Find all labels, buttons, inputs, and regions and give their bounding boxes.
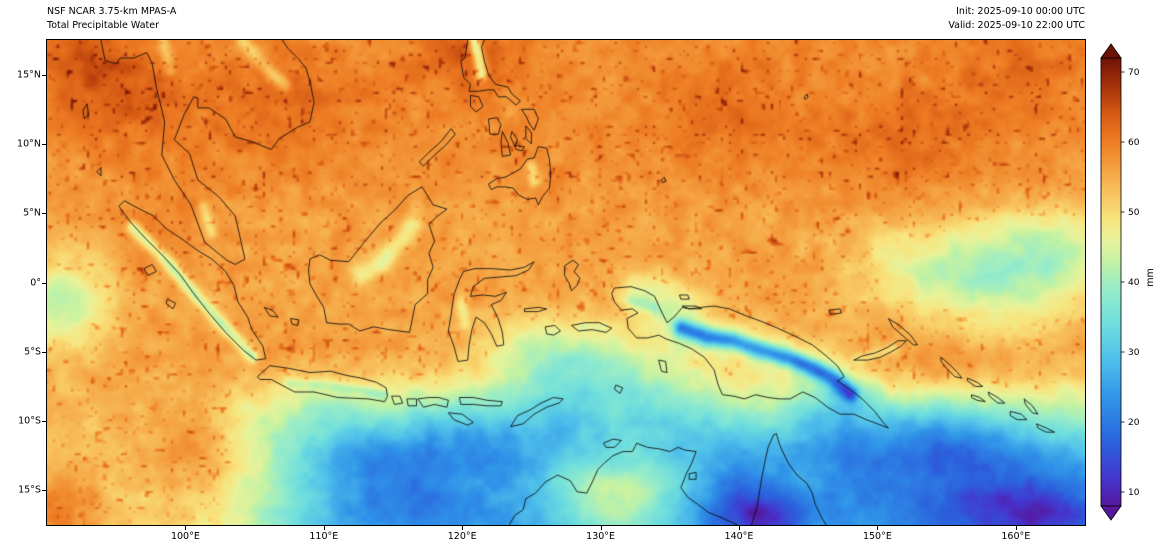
lon-tick-mark [739, 526, 740, 530]
lat-tick-mark [42, 421, 46, 423]
lat-tick-mark [42, 282, 46, 284]
colorbar-tick-label: 40 [1128, 278, 1140, 288]
map-canvas [47, 40, 1085, 525]
lon-tick-mark [185, 526, 187, 530]
model-title: NSF NCAR 3.75-km MPAS-A [47, 6, 177, 17]
lon-tick-label: 140°E [724, 531, 754, 542]
lat-tick-mark [42, 490, 46, 492]
lat-tick-mark [42, 74, 46, 76]
lat-tick-mark [42, 143, 46, 145]
lon-tick-mark [600, 526, 602, 530]
init-time: Init: 2025-09-10 00:00 UTC [956, 6, 1085, 17]
time-info-block: Init: 2025-09-10 00:00 UTC Valid: 2025-0… [948, 5, 1085, 33]
lon-tick-mark [462, 526, 464, 530]
colorbar-tick-label: 70 [1128, 68, 1140, 78]
lon-tick-label: 130°E [586, 531, 616, 542]
colorbar-unit-label: mm [1144, 268, 1156, 287]
lon-tick-label: 150°E [862, 531, 892, 542]
field-title: Total Precipitable Water [47, 20, 160, 31]
figure-title-block: NSF NCAR 3.75-km MPAS-A Total Precipitab… [47, 5, 176, 33]
colorbar-tick-label: 30 [1128, 348, 1140, 358]
map-plot-frame [46, 39, 1086, 526]
lon-tick-label: 100°E [170, 531, 200, 542]
lon-tick-label: 160°E [1001, 531, 1031, 542]
valid-time: Valid: 2025-09-10 22:00 UTC [948, 20, 1085, 31]
lon-tick-label: 110°E [309, 531, 339, 542]
colorbar: 70 60 50 40 30 20 10 [1100, 43, 1140, 521]
lat-tick-label: 15°N [17, 69, 41, 81]
lat-tick-label: 5°S [24, 346, 41, 358]
lon-tick-mark [323, 526, 325, 530]
colorbar-upper-arrow [1100, 43, 1122, 59]
lat-tick-label: 15°S [18, 484, 41, 496]
colorbar-gradient [1100, 57, 1122, 507]
lon-tick-label: 120°E [447, 531, 477, 542]
colorbar-tick-label: 50 [1128, 208, 1140, 218]
lat-tick-mark [42, 351, 46, 353]
colorbar-lower-arrow [1100, 505, 1122, 521]
lat-tick-label: 0° [30, 277, 41, 288]
lat-tick-label: 5°N [23, 207, 41, 219]
colorbar-tick-label: 60 [1128, 138, 1140, 148]
colorbar-tick-label: 10 [1128, 488, 1140, 498]
lat-tick-label: 10°S [18, 415, 41, 427]
lat-tick-label: 10°N [17, 138, 41, 150]
colorbar-tick-label: 20 [1128, 418, 1140, 428]
lat-tick-mark [42, 213, 46, 215]
lon-tick-mark [1015, 526, 1017, 530]
lon-tick-mark [877, 526, 879, 530]
